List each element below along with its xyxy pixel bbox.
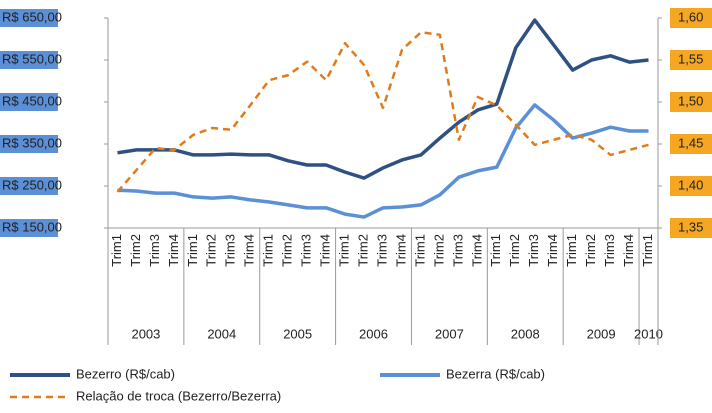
x-group-label: 2009 [587, 326, 616, 341]
series-line [117, 103, 649, 219]
y2-tick-bg [670, 92, 712, 112]
y-tick-label: R$ 250,00 [2, 177, 62, 192]
x-tick-label: Trim2 [583, 234, 598, 267]
y2-tick-label: 1,40 [678, 177, 703, 192]
x-tick-label: Trim3 [526, 234, 541, 267]
x-tick-label: Trim3 [147, 234, 162, 267]
y2-tick-label: 1,45 [678, 135, 703, 150]
x-group-label: 2007 [435, 326, 464, 341]
x-tick-label: Trim2 [280, 234, 295, 267]
x-tick-label: Trim4 [393, 234, 408, 267]
y2-tick-label: 1,55 [678, 51, 703, 66]
y-tick-bg [0, 93, 58, 111]
y2-tick-bg [670, 134, 712, 154]
y-tick-bg [0, 9, 58, 27]
x-tick-label: Trim1 [640, 234, 655, 267]
x-tick-label: Trim1 [185, 234, 200, 267]
x-tick-label: Trim4 [621, 234, 636, 267]
legend-label: Bezerro (R$/cab) [76, 366, 175, 381]
y-tick-label: R$ 550,00 [2, 51, 62, 66]
x-tick-label: Trim1 [412, 234, 427, 267]
x-tick-label: Trim3 [299, 234, 314, 267]
x-tick-label: Trim4 [242, 234, 257, 267]
x-tick-label: Trim2 [128, 234, 143, 267]
y2-tick-bg [670, 218, 712, 238]
legend-label: Relação de troca (Bezerro/Bezerra) [76, 388, 281, 403]
y-tick-label: R$ 150,00 [2, 219, 62, 234]
x-tick-label: Trim3 [602, 234, 617, 267]
x-tick-label: Trim3 [374, 234, 389, 267]
y2-tick-label: 1,50 [678, 93, 703, 108]
x-group-label: 2003 [131, 326, 160, 341]
x-group-label: 2006 [359, 326, 388, 341]
y-tick-label: R$ 350,00 [2, 135, 62, 150]
x-group-label: 2005 [283, 326, 312, 341]
x-tick-label: Trim4 [545, 234, 560, 267]
y2-tick-bg [670, 50, 712, 70]
y-tick-bg [0, 219, 58, 237]
x-tick-label: Trim2 [507, 234, 522, 267]
x-tick-label: Trim1 [261, 234, 276, 267]
x-tick-label: Trim2 [431, 234, 446, 267]
y-tick-bg [0, 135, 58, 153]
legend-label: Bezerra (R$/cab) [446, 366, 545, 381]
x-group-label: 2004 [207, 326, 236, 341]
x-tick-label: Trim3 [223, 234, 238, 267]
x-group-label: 2010 [634, 326, 663, 341]
x-tick-label: Trim1 [109, 234, 124, 267]
x-tick-label: Trim2 [355, 234, 370, 267]
series-line [116, 31, 649, 193]
x-tick-label: Trim1 [488, 234, 503, 267]
x-tick-label: Trim3 [450, 234, 465, 267]
x-group-label: 2008 [511, 326, 540, 341]
x-tick-label: Trim4 [469, 234, 484, 267]
y-tick-label: R$ 450,00 [2, 93, 62, 108]
y2-tick-bg [670, 176, 712, 196]
x-tick-label: Trim4 [318, 234, 333, 267]
y-tick-bg [0, 51, 58, 69]
y-tick-label: R$ 650,00 [2, 9, 62, 24]
y2-tick-label: 1,60 [678, 9, 703, 24]
series-line [117, 18, 649, 180]
x-tick-label: Trim2 [204, 234, 219, 267]
y2-tick-bg [670, 8, 712, 28]
y2-tick-label: 1,35 [678, 219, 703, 234]
x-tick-label: Trim1 [564, 234, 579, 267]
x-tick-label: Trim1 [337, 234, 352, 267]
y-tick-bg [0, 177, 58, 195]
x-tick-label: Trim4 [166, 234, 181, 267]
